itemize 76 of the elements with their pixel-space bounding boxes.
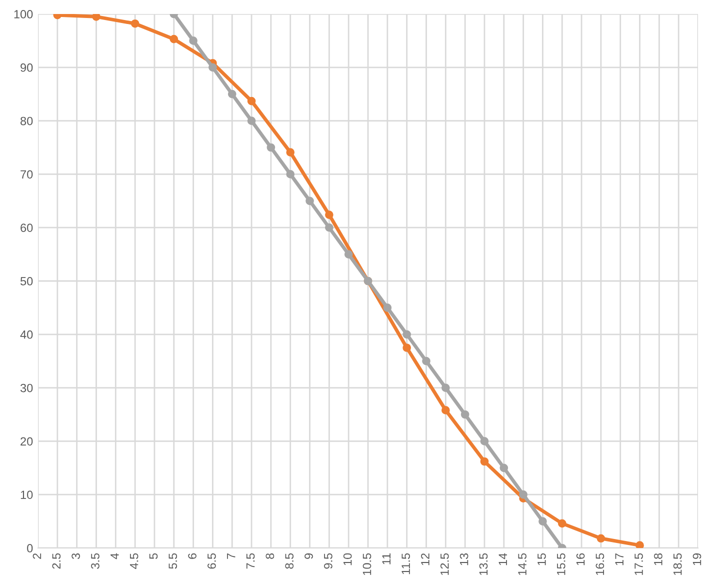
x-tick-label: 18: [654, 553, 662, 566]
x-tick-label: 11: [382, 553, 390, 564]
y-tick-label: 60: [20, 224, 33, 232]
x-tick-label: 2.5: [52, 553, 61, 569]
x-tick-label: 6.5: [208, 553, 216, 569]
x-tick-label: 13.5: [479, 553, 488, 575]
point: [519, 490, 528, 499]
point: [208, 63, 217, 72]
y-tick-label: 50: [20, 277, 33, 286]
point: [402, 344, 411, 352]
point: [402, 330, 411, 339]
point: [170, 34, 178, 44]
point: [441, 384, 450, 392]
point: [500, 464, 508, 472]
x-tick-label: 15.5: [557, 553, 566, 575]
x-tick-label: 4: [110, 553, 119, 560]
point: [286, 148, 295, 156]
x-tick-label: 13: [460, 553, 468, 566]
point: [422, 356, 430, 366]
x-tick-label: 3: [72, 553, 80, 559]
point: [325, 223, 334, 232]
y-tick-label: 90: [20, 63, 33, 72]
x-tick-label: 14: [498, 553, 507, 566]
y-tick-label: 80: [20, 116, 33, 126]
x-tick-label: 12.5: [440, 553, 449, 575]
point: [538, 517, 547, 526]
point: [92, 14, 100, 21]
x-tick-label: 9: [304, 553, 313, 559]
x-tick-label: 7.5: [246, 553, 255, 569]
x-tick-label: 5: [149, 553, 158, 559]
point: [228, 90, 236, 98]
point: [130, 19, 140, 28]
x-tick-label: 4.5: [130, 553, 138, 569]
point: [441, 406, 450, 414]
point: [325, 210, 334, 219]
point: [558, 519, 566, 528]
y-tick-label: 100: [14, 10, 33, 18]
x-tick-label: 10.5: [362, 553, 372, 575]
point: [383, 304, 392, 312]
y-tick-label: 40: [20, 330, 33, 339]
x-tick-label: 9.5: [324, 553, 332, 569]
x-tick-label: 17: [615, 553, 624, 566]
x-tick-label: 15: [538, 553, 546, 566]
x-tick-label: 2: [32, 553, 42, 559]
point: [480, 437, 489, 446]
point: [460, 410, 470, 419]
point: [247, 96, 256, 106]
x-tick-label: 6: [188, 553, 196, 559]
x-tick-label: 16.5: [596, 553, 604, 575]
x-tick-label: 14.5: [518, 553, 526, 575]
x-tick-label: 3.5: [91, 553, 100, 569]
x-tick-label: 18.5: [673, 553, 682, 575]
x-tick-label: 11.5: [402, 553, 410, 574]
point: [286, 170, 295, 178]
y-tick-label: 0: [27, 544, 33, 552]
x-tick-label: 12: [421, 553, 430, 566]
point: [344, 250, 353, 258]
point: [636, 541, 644, 548]
point: [189, 36, 198, 45]
x-tick-label: 16: [576, 553, 585, 566]
x-tick-label: 8: [266, 553, 274, 559]
y-tick-label: 10: [20, 490, 33, 499]
x-tick-label: 5.5: [168, 553, 178, 569]
x-tick-label: 8.5: [285, 553, 294, 569]
x-tick-label: 17.5: [634, 553, 643, 575]
x-tick-label: 10: [343, 553, 352, 566]
x-tick-label: 19: [692, 553, 702, 566]
x-tick-label: 7: [227, 553, 236, 559]
y-tick-label: 70: [20, 170, 33, 179]
y-tick-label: 20: [20, 437, 33, 446]
point: [247, 116, 256, 125]
y-tick-label: 30: [20, 384, 33, 392]
point: [266, 143, 276, 152]
point: [306, 196, 314, 206]
point: [480, 457, 489, 466]
point: [596, 534, 606, 543]
